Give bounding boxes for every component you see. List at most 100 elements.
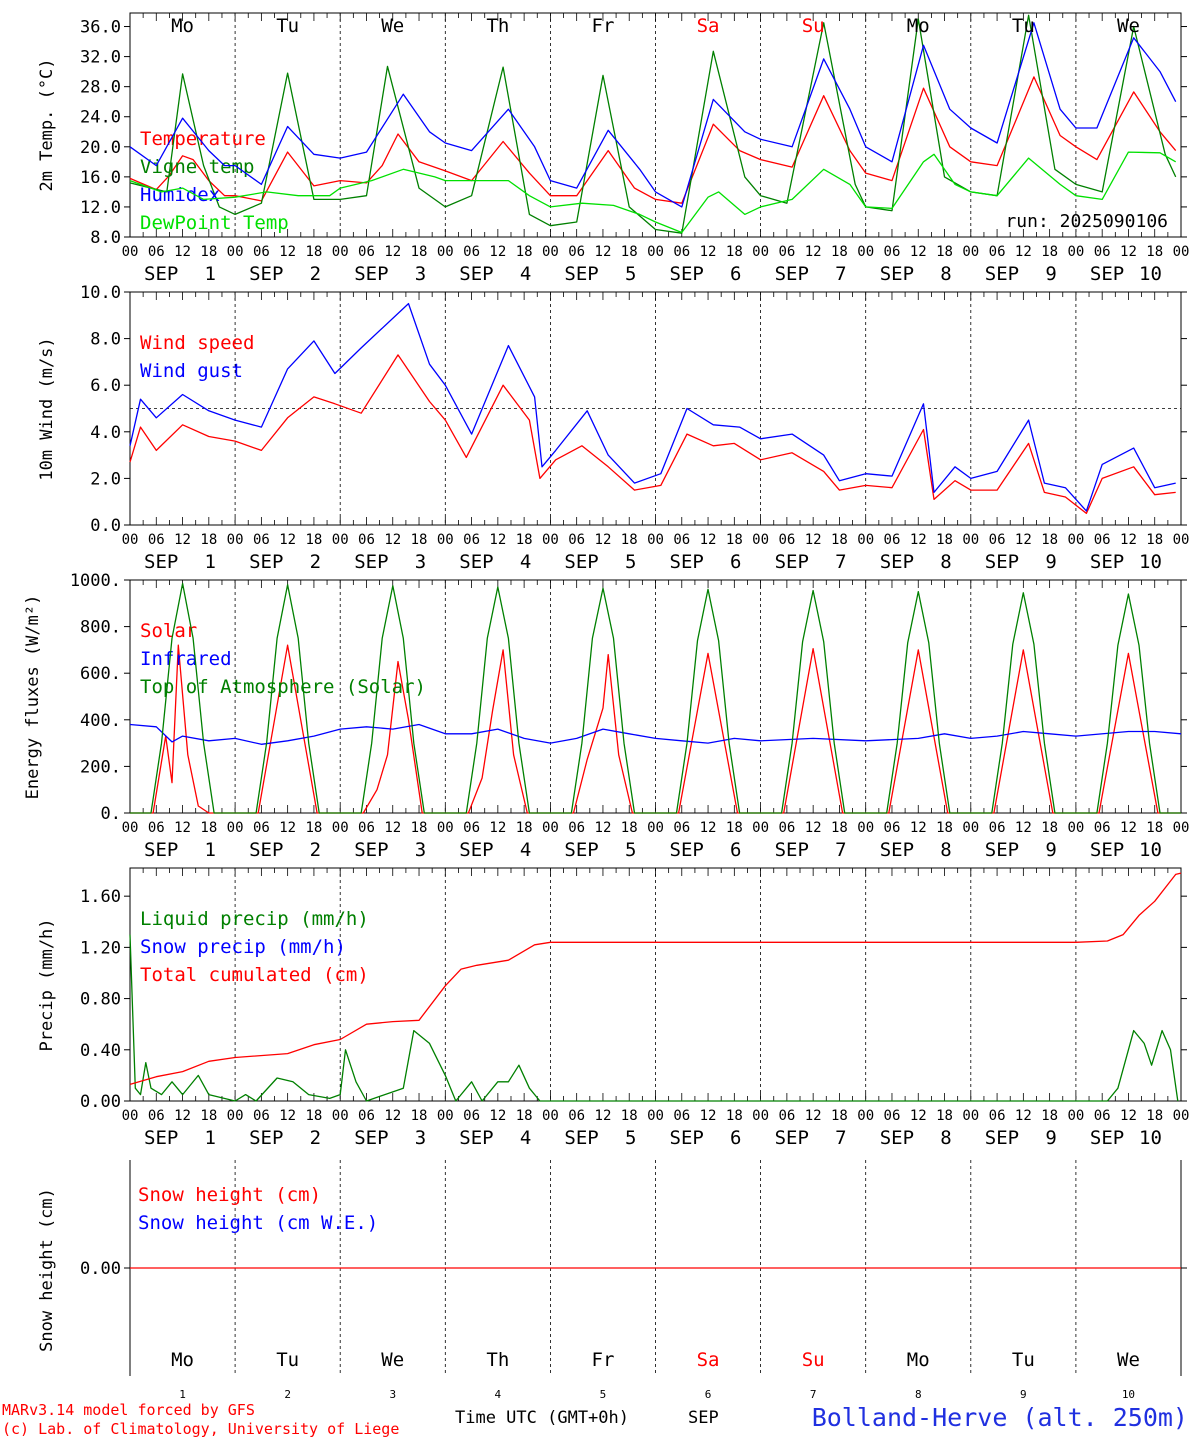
x-month-label: SEP xyxy=(144,839,178,861)
x-hour-label: 18 xyxy=(936,1108,953,1124)
legend-entry-0: Wind speed xyxy=(140,332,254,354)
chart-marks: 36.032.028.024.020.016.012.08.0Temperatu… xyxy=(70,13,1190,1401)
x-hour-label: 12 xyxy=(489,532,506,548)
y-tick-label: 32.0 xyxy=(80,48,121,68)
x-hour-label: 00 xyxy=(1067,532,1084,548)
x-hour-label: 18 xyxy=(726,532,743,548)
x-month-label: SEP xyxy=(249,551,283,573)
x-hour-label: 12 xyxy=(1120,820,1137,836)
x-hour-label: 00 xyxy=(647,244,664,260)
y-tick-label: 28.0 xyxy=(80,78,121,98)
y-tick-label: 200. xyxy=(80,757,121,777)
x-hour-label: 06 xyxy=(1094,532,1111,548)
x-hour-label: 12 xyxy=(384,532,401,548)
weekday-label: Mo xyxy=(171,1349,194,1371)
x-hour-label: 12 xyxy=(279,244,296,260)
weekday-label: Th xyxy=(486,1349,509,1371)
x-date-label: 7 xyxy=(835,551,846,573)
x-hour-label: 00 xyxy=(542,244,559,260)
x-hour-label: 06 xyxy=(253,244,270,260)
x-date-label: 4 xyxy=(520,263,531,285)
x-hour-label: 18 xyxy=(621,820,638,836)
x-hour-label: 12 xyxy=(489,244,506,260)
x-date-label: 10 xyxy=(1139,551,1162,573)
x-hour-label: 00 xyxy=(227,244,244,260)
x-hour-label: 06 xyxy=(148,820,165,836)
x-hour-label: 18 xyxy=(831,820,848,836)
x-date-label: 4 xyxy=(520,839,531,861)
x-date-label: 7 xyxy=(835,263,846,285)
x-month-label: SEP xyxy=(880,551,914,573)
temperature-axis-title: 2m Temp. (°C) xyxy=(37,58,57,191)
x-hour-label: 06 xyxy=(884,244,901,260)
series-line-1 xyxy=(129,723,1182,745)
x-hour-label: 06 xyxy=(673,244,690,260)
station-name: Bolland-Herve (alt. 250m) xyxy=(812,1403,1188,1432)
x-hour-label: 18 xyxy=(516,820,533,836)
x-hour-label: 00 xyxy=(1173,1108,1190,1124)
x-hour-label: 00 xyxy=(122,1108,139,1124)
energy-axis-title: Energy fluxes (W/m²) xyxy=(23,595,43,800)
x-hour-label: 00 xyxy=(542,532,559,548)
x-month-label: SEP xyxy=(775,551,809,573)
x-hour-label: 06 xyxy=(463,532,480,548)
x-hour-label: 12 xyxy=(489,820,506,836)
x-month-label: SEP xyxy=(459,551,493,573)
legend-entry-2: Top of Atmosphere (Solar) xyxy=(140,676,426,698)
y-tick-label: 2.0 xyxy=(90,469,121,489)
x-hour-label: 06 xyxy=(778,244,795,260)
x-hour-label: 00 xyxy=(437,1108,454,1124)
x-hour-label: 12 xyxy=(595,532,612,548)
x-hour-label: 00 xyxy=(542,820,559,836)
x-month-label: SEP xyxy=(1090,263,1124,285)
x-hour-label: 18 xyxy=(831,1108,848,1124)
date-number-label: 5 xyxy=(600,1388,607,1401)
x-hour-label: 06 xyxy=(253,532,270,548)
x-hour-label: 06 xyxy=(463,1108,480,1124)
x-hour-label: 00 xyxy=(647,820,664,836)
x-hour-label: 06 xyxy=(989,244,1006,260)
x-month-label: SEP xyxy=(775,263,809,285)
x-date-label: 9 xyxy=(1045,263,1056,285)
x-date-label: 2 xyxy=(310,263,321,285)
weekday-label: Mo xyxy=(907,15,930,37)
x-date-label: 6 xyxy=(730,839,741,861)
x-date-label: 4 xyxy=(520,551,531,573)
x-hour-label: 18 xyxy=(1146,532,1163,548)
x-hour-label: 18 xyxy=(411,1108,428,1124)
series-line-1 xyxy=(129,14,1177,234)
x-hour-label: 06 xyxy=(568,820,585,836)
x-hour-label: 12 xyxy=(489,1108,506,1124)
legend-entry-2: Humidex xyxy=(140,184,220,206)
x-hour-label: 12 xyxy=(174,244,191,260)
x-date-label: 9 xyxy=(1045,839,1056,861)
x-month-label: SEP xyxy=(354,1127,388,1149)
x-hour-label: 18 xyxy=(1041,1108,1058,1124)
x-month-label: SEP xyxy=(564,839,598,861)
x-hour-label: 12 xyxy=(1120,244,1137,260)
run-label: run: 2025090106 xyxy=(1005,211,1168,232)
x-hour-label: 00 xyxy=(1173,820,1190,836)
x-date-label: 5 xyxy=(625,1127,636,1149)
x-hour-label: 18 xyxy=(516,244,533,260)
x-hour-label: 18 xyxy=(1041,532,1058,548)
x-hour-label: 12 xyxy=(805,244,822,260)
x-hour-label: 00 xyxy=(857,820,874,836)
date-number-label: 2 xyxy=(284,1388,291,1401)
x-hour-label: 06 xyxy=(253,820,270,836)
x-hour-label: 18 xyxy=(936,532,953,548)
x-hour-label: 18 xyxy=(305,532,322,548)
x-date-label: 6 xyxy=(730,551,741,573)
x-hour-label: 06 xyxy=(673,820,690,836)
legend-entry-1: Snow height (cm W.E.) xyxy=(138,1212,378,1234)
x-hour-label: 06 xyxy=(778,532,795,548)
x-hour-label: 06 xyxy=(358,1108,375,1124)
x-date-label: 3 xyxy=(415,1127,426,1149)
x-hour-label: 12 xyxy=(805,1108,822,1124)
x-hour-label: 00 xyxy=(752,244,769,260)
x-date-label: 3 xyxy=(415,839,426,861)
y-tick-label: 10.0 xyxy=(80,283,121,303)
x-hour-label: 06 xyxy=(568,532,585,548)
weekday-label: We xyxy=(1117,1349,1140,1371)
x-date-label: 9 xyxy=(1045,1127,1056,1149)
